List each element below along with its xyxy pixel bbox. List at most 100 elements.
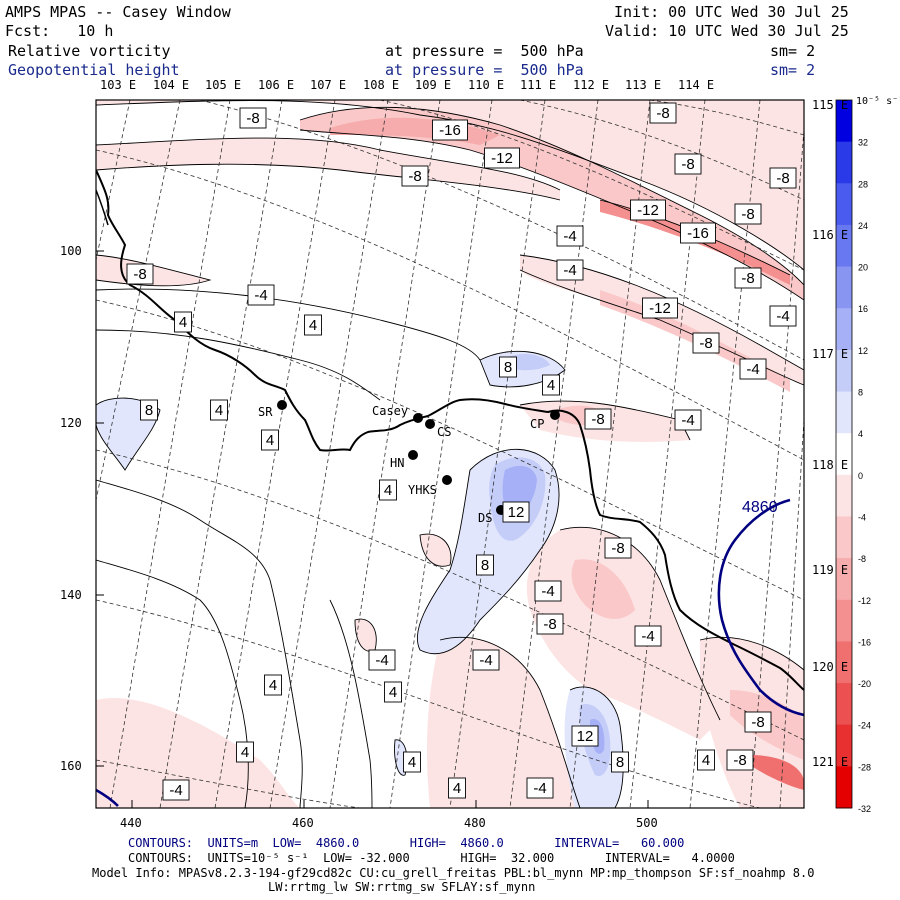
- contour-labels: -8-16-12-8-8-8-8-12 -8-16-4-4 -8-8-4-12 -44…: [126, 102, 797, 801]
- contour-label: -4: [563, 262, 576, 279]
- contour-label: -8: [611, 540, 624, 557]
- contour-label-box: [526, 777, 554, 799]
- plot-title: AMPS MPAS -- Casey Window: [5, 3, 231, 21]
- colorbar-swatch: [836, 474, 852, 517]
- top-lon-label: 106 E: [258, 78, 295, 92]
- contour-label-box: [674, 409, 702, 431]
- station-marker-yhks: [442, 475, 452, 485]
- station-marker-hn: [408, 450, 418, 460]
- forecast-hour: Fcst: 10 h: [5, 22, 114, 40]
- contour-label-box: [534, 580, 562, 602]
- init-time: Init: 00 UTC Wed 30 Jul 25: [614, 3, 849, 21]
- colorbar-tick-label: -32: [858, 804, 871, 814]
- colorbar-swatch: [836, 433, 852, 476]
- contour-label: -8: [776, 170, 789, 187]
- field1-level: at pressure = 500 hPa: [385, 42, 584, 60]
- station-label-hn: HN: [390, 456, 405, 470]
- contour-label: -8: [246, 110, 259, 127]
- contour-label: -4: [563, 228, 576, 245]
- contour-label-box: [674, 153, 702, 175]
- station-marker-sr: [277, 400, 287, 410]
- colorbar-swatch: [836, 349, 852, 393]
- top-lon-label: 103 E: [100, 78, 137, 92]
- right-lon-label: 116 E: [812, 228, 849, 242]
- footer-model-info: Model Info: MPASv8.2.3-194-gf29cd82c CU:…: [92, 866, 815, 880]
- contour-label-box: [697, 749, 715, 771]
- contour-label-box: [368, 649, 396, 671]
- field1-smoothing: sm= 2: [770, 42, 816, 60]
- contour-label-box: [261, 429, 279, 451]
- colorbar-tick-label: 20: [858, 263, 868, 273]
- footer-vorticity-contours: CONTOURS: UNITS=10⁻⁵ s⁻¹ LOW= -32.000 HI…: [128, 851, 735, 865]
- colorbar-unit: 10⁻⁵ s⁻¹: [856, 96, 900, 107]
- colorbar-tick-label: 12: [858, 346, 868, 356]
- station-marker-cp: [550, 410, 560, 420]
- colorbar-tick-label: 16: [858, 304, 868, 314]
- contour-label-box: [556, 225, 584, 247]
- y-tick-120: 120: [60, 416, 82, 430]
- contour-label: -4: [541, 583, 554, 600]
- colorbar: 32 28 24 20 16 12 8 4 0 -4 -8 -12 -16 -20 -24 -28 -32: [835, 99, 871, 814]
- contour-label: 4: [384, 482, 392, 499]
- station-label-ds: DS: [478, 511, 493, 525]
- colorbar-swatch: [836, 100, 852, 143]
- contour-label: -8: [543, 616, 556, 633]
- colorbar-swatch: [836, 224, 852, 268]
- contour-label-box: [162, 779, 190, 801]
- contour-label: -8: [741, 206, 754, 223]
- contour-label-box: [384, 681, 402, 703]
- contour-label-box: [769, 167, 797, 189]
- colorbar-swatch: [836, 599, 852, 642]
- station-label-casey: Casey: [372, 404, 409, 418]
- right-lon-label: 121 E: [812, 755, 849, 769]
- contour-label-box: [584, 408, 612, 430]
- top-lon-label: 108 E: [363, 78, 400, 92]
- contour-label: 8: [481, 557, 489, 574]
- vorticity-shading: [96, 100, 804, 808]
- contour-label: -16: [439, 122, 461, 139]
- contour-label-box: [649, 102, 677, 124]
- contour-label: -12: [649, 300, 671, 317]
- contour-label-box: [680, 222, 716, 244]
- contour-label-box: [403, 751, 421, 773]
- contour-label: -4: [375, 652, 388, 669]
- contour-label-box: [247, 284, 275, 306]
- contour-label: -4: [681, 412, 694, 429]
- colorbar-tick-label: 8: [858, 388, 863, 398]
- contour-label: -8: [681, 156, 694, 173]
- contour-label: -16: [687, 225, 709, 242]
- contour-label: -4: [169, 782, 182, 799]
- contour-label-box: [642, 297, 678, 319]
- top-lon-label: 114 E: [678, 78, 715, 92]
- colorbar-tick-label: -20: [858, 679, 871, 689]
- contour-label: -8: [591, 411, 604, 428]
- contour-label-box: [611, 751, 629, 773]
- valid-time: Valid: 10 UTC Wed 30 Jul 25: [605, 22, 849, 40]
- contour-label-box: [630, 199, 666, 221]
- right-lon-label: 117 E: [812, 347, 849, 361]
- station-label-sr: SR: [258, 405, 273, 419]
- x-tick-500: 500: [636, 816, 658, 830]
- contour-label-box: [692, 332, 720, 354]
- contour-label: 4: [309, 317, 317, 334]
- station-markers: [277, 400, 560, 515]
- contour-label-box: [726, 749, 754, 771]
- top-lon-label: 113 E: [625, 78, 662, 92]
- station-label-cp: CP: [530, 417, 545, 431]
- colorbar-swatch: [836, 141, 852, 184]
- contour-label-box: [634, 625, 662, 647]
- top-lon-label: 115 E: [812, 98, 849, 112]
- contour-label-box: [210, 399, 228, 421]
- top-lon-label: 112 E: [573, 78, 610, 92]
- geopotential-contour-corner: [96, 788, 119, 807]
- colorbar-swatch: [836, 183, 852, 226]
- field1-name: Relative vorticity: [8, 42, 171, 60]
- contour-label: 4: [547, 377, 555, 394]
- contour-label: -4: [746, 361, 759, 378]
- contour-label-box: [379, 479, 397, 501]
- contour-label: 8: [145, 402, 153, 419]
- contour-label: -8: [656, 105, 669, 122]
- contour-label: -8: [733, 752, 746, 769]
- footer-height-contours: CONTOURS: UNITS=m LOW= 4860.0 HIGH= 4860…: [128, 836, 685, 850]
- contour-label: -12: [491, 150, 513, 167]
